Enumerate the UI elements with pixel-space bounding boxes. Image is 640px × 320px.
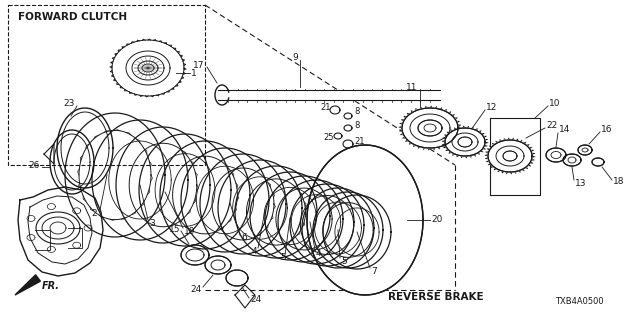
Text: 20: 20 — [431, 215, 442, 225]
Text: 6: 6 — [241, 234, 247, 243]
Text: 19: 19 — [184, 227, 195, 236]
Polygon shape — [302, 188, 374, 268]
Text: 2: 2 — [92, 209, 97, 218]
Polygon shape — [343, 140, 353, 148]
Polygon shape — [563, 154, 581, 166]
Text: 11: 11 — [406, 83, 417, 92]
Polygon shape — [334, 133, 342, 139]
Text: FR.: FR. — [42, 281, 60, 291]
Text: 24: 24 — [250, 295, 261, 305]
Polygon shape — [65, 113, 165, 237]
Polygon shape — [181, 148, 269, 252]
Polygon shape — [57, 108, 113, 188]
Polygon shape — [235, 166, 317, 258]
Polygon shape — [160, 141, 250, 249]
Polygon shape — [218, 160, 302, 256]
Text: 18: 18 — [613, 178, 625, 187]
Polygon shape — [313, 192, 383, 268]
Polygon shape — [250, 172, 330, 260]
Text: 8: 8 — [354, 108, 360, 116]
Polygon shape — [218, 90, 440, 100]
Polygon shape — [488, 140, 532, 172]
Polygon shape — [418, 120, 442, 136]
Text: 16: 16 — [601, 125, 612, 134]
Text: 1: 1 — [191, 68, 196, 77]
Polygon shape — [205, 256, 231, 274]
Text: 5: 5 — [341, 257, 347, 266]
Text: FORWARD CLUTCH: FORWARD CLUTCH — [18, 12, 127, 22]
Text: 26: 26 — [28, 162, 40, 171]
Polygon shape — [592, 158, 604, 166]
Text: 13: 13 — [575, 179, 586, 188]
Polygon shape — [546, 148, 566, 162]
Polygon shape — [344, 125, 352, 131]
Polygon shape — [445, 128, 485, 156]
Polygon shape — [36, 212, 80, 244]
Polygon shape — [138, 61, 158, 75]
Text: 22: 22 — [546, 122, 557, 131]
Polygon shape — [323, 195, 391, 269]
Text: 7: 7 — [371, 267, 377, 276]
Text: 12: 12 — [486, 102, 497, 111]
Polygon shape — [92, 120, 188, 240]
Polygon shape — [503, 151, 517, 161]
Polygon shape — [226, 270, 248, 286]
Text: 3: 3 — [149, 219, 155, 228]
Polygon shape — [265, 176, 343, 262]
Polygon shape — [290, 184, 364, 266]
Text: 24: 24 — [191, 284, 202, 293]
Text: REVERSE BRAKE: REVERSE BRAKE — [388, 292, 484, 302]
Text: 5: 5 — [280, 253, 285, 262]
Polygon shape — [18, 187, 103, 276]
Polygon shape — [200, 154, 286, 254]
Polygon shape — [402, 108, 458, 148]
Polygon shape — [15, 275, 40, 295]
Text: 8: 8 — [354, 122, 360, 131]
Text: 4: 4 — [252, 246, 258, 255]
Polygon shape — [578, 145, 592, 155]
Text: 10: 10 — [549, 100, 561, 108]
Text: 21: 21 — [320, 103, 330, 113]
Text: 17: 17 — [193, 60, 204, 69]
Polygon shape — [278, 180, 354, 264]
Polygon shape — [139, 134, 231, 246]
Text: 25: 25 — [323, 133, 333, 142]
Polygon shape — [50, 130, 94, 194]
Text: TXB4A0500: TXB4A0500 — [555, 297, 604, 306]
Polygon shape — [126, 51, 170, 85]
Polygon shape — [116, 127, 210, 243]
Polygon shape — [307, 145, 423, 295]
Polygon shape — [112, 40, 184, 96]
Polygon shape — [458, 137, 472, 147]
Text: 15: 15 — [168, 225, 180, 234]
Polygon shape — [181, 245, 209, 265]
Text: 23: 23 — [63, 100, 74, 108]
Text: 4: 4 — [316, 249, 322, 258]
Text: 21: 21 — [354, 138, 365, 147]
Polygon shape — [330, 106, 340, 114]
Text: 14: 14 — [559, 125, 570, 134]
Polygon shape — [344, 113, 352, 119]
Text: 9: 9 — [292, 52, 298, 61]
